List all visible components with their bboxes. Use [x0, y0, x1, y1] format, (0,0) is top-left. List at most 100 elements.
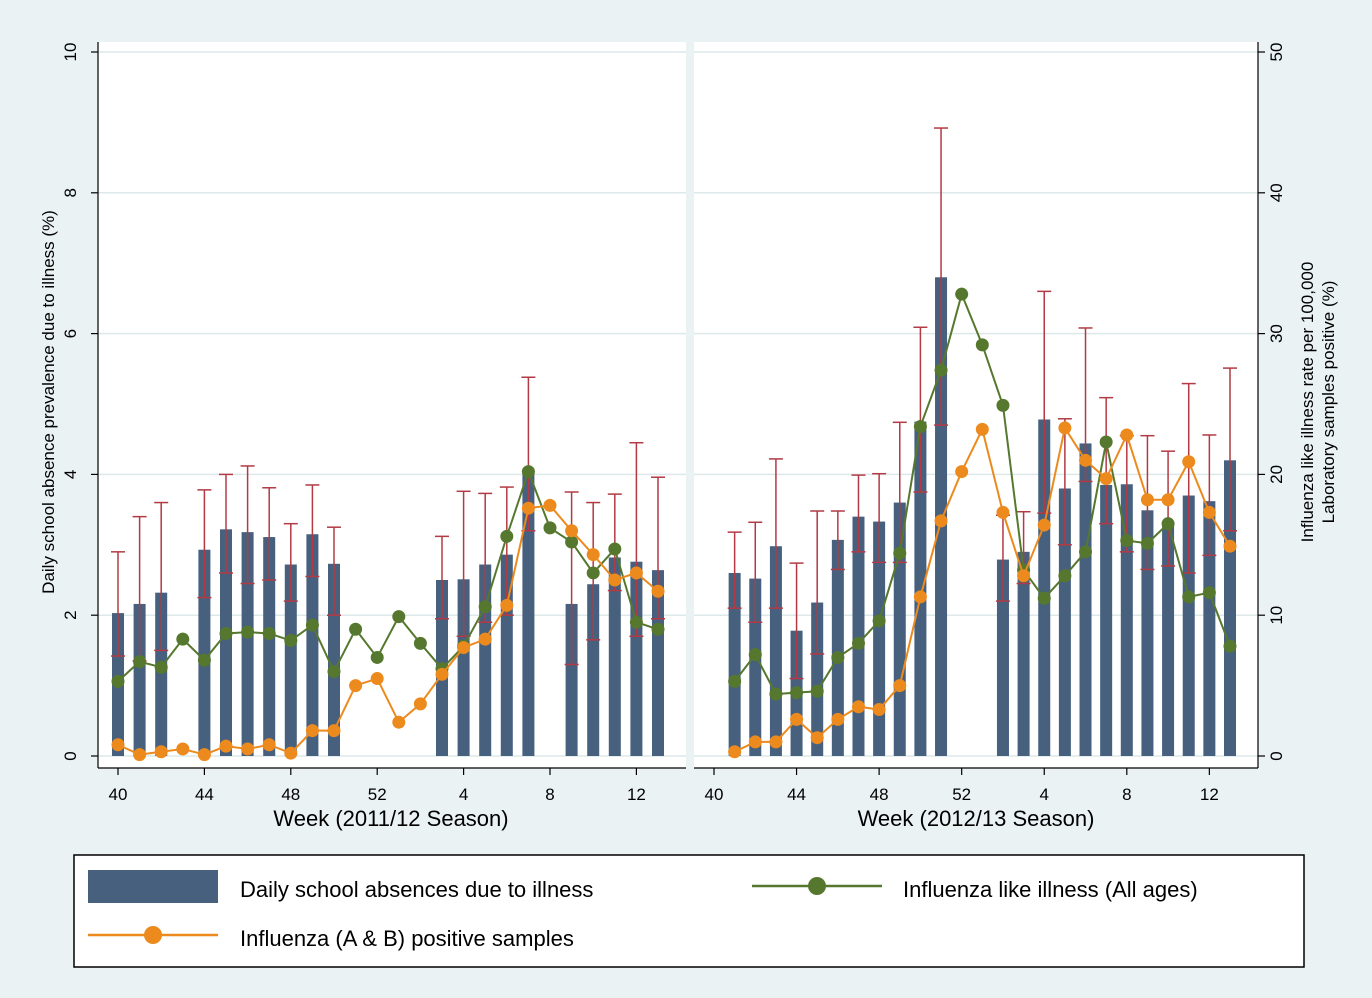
y2-tick-label: 20	[1267, 465, 1286, 484]
series-point-ili	[305, 618, 319, 632]
series-point-flu	[748, 735, 762, 749]
bar	[565, 603, 578, 756]
series-point-ili	[810, 684, 824, 698]
bar	[155, 592, 168, 756]
legend: Daily school absences due to illness Inf…	[73, 854, 1305, 968]
x-tick-label: 12	[627, 785, 646, 804]
bar	[1224, 460, 1236, 756]
bar	[1162, 523, 1175, 756]
series-point-flu	[586, 548, 600, 562]
series-point-flu	[392, 715, 406, 729]
series-point-ili	[913, 420, 927, 434]
series-point-ili	[1079, 545, 1093, 559]
bar	[608, 557, 621, 756]
series-point-ili	[728, 674, 742, 688]
series-point-ili	[133, 655, 147, 669]
series-point-flu	[1202, 505, 1216, 519]
series-point-flu	[608, 573, 622, 587]
series-point-flu	[831, 712, 845, 726]
bar	[831, 539, 844, 756]
series-point-flu	[133, 748, 147, 762]
series-point-ili	[1140, 536, 1154, 550]
series-point-ili	[521, 465, 535, 479]
bar	[220, 529, 232, 756]
series-point-flu	[305, 724, 319, 738]
series-point-flu	[284, 746, 298, 760]
series-point-ili	[413, 636, 427, 650]
series-point-flu	[262, 738, 276, 752]
series-point-ili	[154, 660, 168, 674]
bar	[914, 421, 927, 756]
series-point-flu	[327, 724, 341, 738]
series-point-ili	[111, 674, 125, 688]
series-point-ili	[790, 686, 804, 700]
x-axis-title-right: Week (2012/13 Season)	[858, 806, 1095, 831]
bar	[769, 546, 782, 756]
y2-tick-label: 0	[1267, 751, 1286, 760]
series-point-ili	[586, 566, 600, 580]
bar	[728, 572, 741, 756]
bar	[587, 584, 600, 756]
series-point-ili	[478, 600, 492, 614]
series-point-ili	[1120, 534, 1134, 548]
series-point-flu	[728, 745, 742, 759]
series-point-ili	[241, 625, 255, 639]
legend-label-bars: Daily school absences due to illness	[240, 877, 593, 902]
series-point-flu	[913, 590, 927, 604]
series-point-flu	[478, 632, 492, 646]
series-point-ili	[262, 627, 276, 641]
series-point-flu	[1182, 455, 1196, 469]
series-point-flu	[241, 742, 255, 756]
x-tick-label: 4	[1040, 785, 1049, 804]
legend-swatch-bars	[88, 870, 218, 903]
series-point-flu	[810, 731, 824, 745]
series-point-flu	[197, 748, 211, 762]
series-point-flu	[1017, 569, 1031, 583]
bar	[1203, 501, 1216, 756]
series-point-ili	[955, 287, 969, 301]
series-point-flu	[1120, 428, 1134, 442]
series-point-flu	[500, 598, 514, 612]
bar	[198, 549, 211, 756]
series-point-flu	[435, 667, 449, 681]
series-point-ili	[769, 687, 783, 701]
bar	[306, 534, 319, 756]
series-point-ili	[370, 650, 384, 664]
y2-tick-label: 10	[1267, 606, 1286, 625]
x-tick-label: 4	[459, 785, 468, 804]
series-point-ili	[176, 632, 190, 646]
y-tick-label: 2	[61, 610, 80, 619]
series-point-ili	[327, 665, 341, 679]
bar	[1141, 510, 1154, 756]
series-point-flu	[543, 498, 557, 512]
series-point-ili	[1161, 517, 1175, 531]
y-tick-label: 0	[61, 751, 80, 760]
series-point-ili	[651, 622, 665, 636]
series-point-flu	[457, 641, 471, 655]
x-tick-label: 8	[1122, 785, 1131, 804]
bar	[263, 537, 276, 756]
legend-label-flu: Influenza (A & B) positive samples	[240, 926, 574, 951]
series-point-flu	[349, 679, 363, 693]
legend-frame	[73, 854, 1305, 968]
series-point-ili	[543, 521, 557, 535]
series-point-flu	[934, 514, 948, 528]
series-point-flu	[176, 742, 190, 756]
series-point-flu	[955, 465, 969, 479]
series-point-ili	[608, 542, 622, 556]
bar	[1017, 551, 1030, 756]
series-point-flu	[790, 712, 804, 726]
series-point-flu	[975, 422, 989, 436]
series-point-ili	[872, 614, 886, 628]
bar	[1182, 495, 1195, 756]
y2-axis-title-line1: Influenza like illness rate per 100,000	[1298, 262, 1317, 543]
series-point-ili	[1058, 569, 1072, 583]
x-tick-label: 40	[109, 785, 128, 804]
bar	[1100, 484, 1113, 756]
legend-swatch-ili-marker	[808, 877, 826, 895]
series-point-ili	[219, 627, 233, 641]
series-point-ili	[1202, 586, 1216, 600]
series-point-flu	[872, 703, 886, 717]
